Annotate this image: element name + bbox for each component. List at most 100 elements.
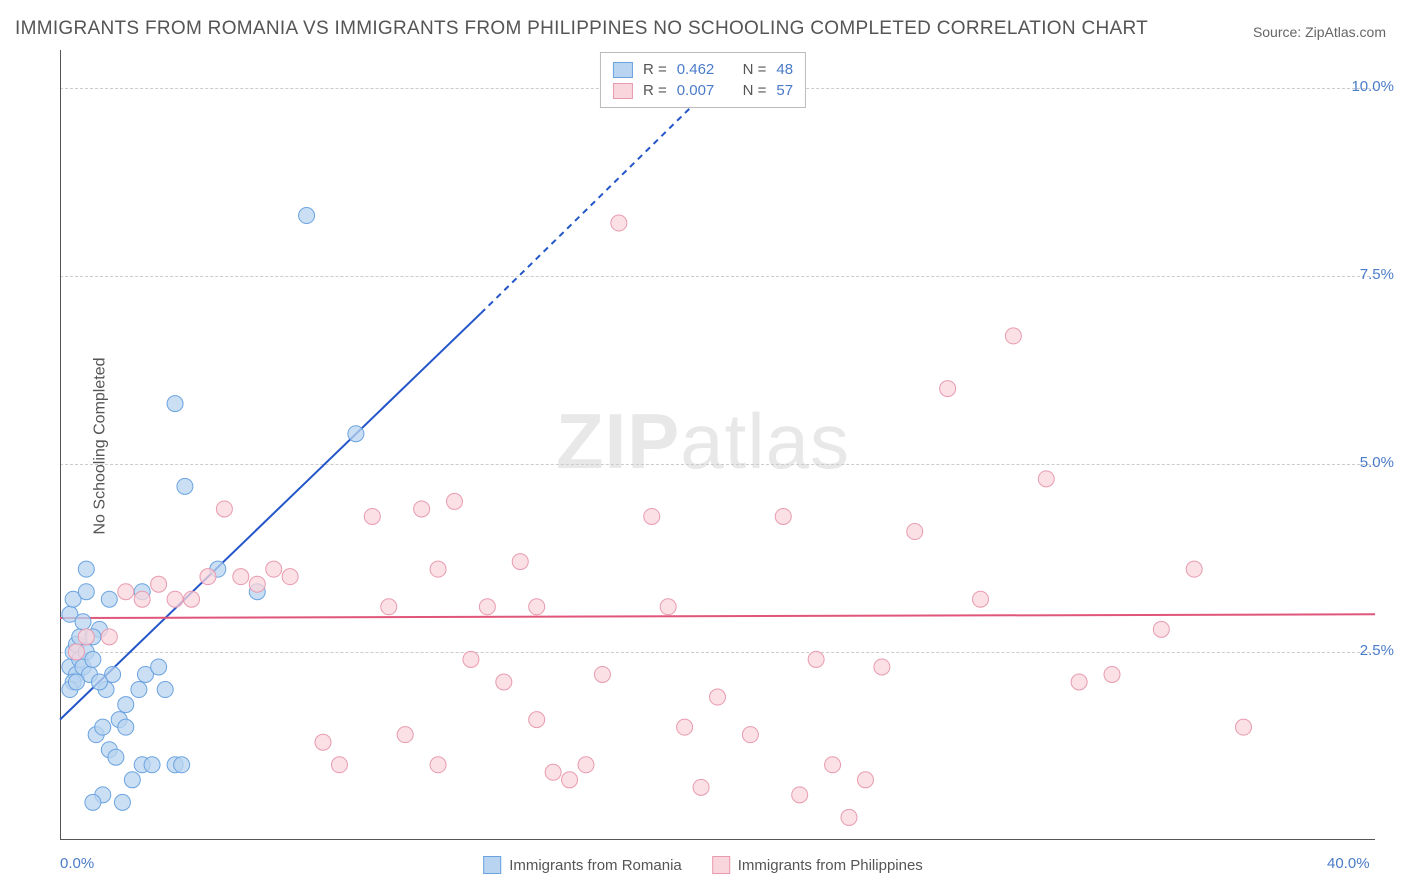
data-point-philippines — [857, 772, 873, 788]
data-point-philippines — [364, 508, 380, 524]
data-point-philippines — [331, 757, 347, 773]
data-point-romania — [131, 682, 147, 698]
data-point-romania — [101, 591, 117, 607]
data-point-philippines — [266, 561, 282, 577]
data-point-philippines — [578, 757, 594, 773]
data-point-philippines — [710, 689, 726, 705]
data-point-philippines — [414, 501, 430, 517]
data-point-philippines — [167, 591, 183, 607]
data-point-philippines — [496, 674, 512, 690]
data-point-philippines — [282, 569, 298, 585]
legend-item-romania: Immigrants from Romania — [483, 856, 682, 874]
data-point-philippines — [381, 599, 397, 615]
data-point-philippines — [200, 569, 216, 585]
data-point-philippines — [134, 591, 150, 607]
data-point-philippines — [315, 734, 331, 750]
data-point-romania — [78, 584, 94, 600]
data-point-philippines — [644, 508, 660, 524]
stats-swatch-philippines — [613, 83, 633, 99]
data-point-romania — [78, 561, 94, 577]
data-point-romania — [95, 719, 111, 735]
data-point-philippines — [562, 772, 578, 788]
data-point-romania — [157, 682, 173, 698]
data-point-philippines — [841, 809, 857, 825]
stats-n-label: N = — [743, 61, 767, 78]
stats-swatch-romania — [613, 62, 633, 78]
data-point-romania — [114, 794, 130, 810]
data-point-romania — [124, 772, 140, 788]
data-point-philippines — [973, 591, 989, 607]
data-point-philippines — [1104, 666, 1120, 682]
data-point-romania — [299, 208, 315, 224]
data-point-philippines — [1153, 621, 1169, 637]
data-point-philippines — [184, 591, 200, 607]
data-point-philippines — [660, 599, 676, 615]
data-point-philippines — [430, 561, 446, 577]
data-point-philippines — [397, 727, 413, 743]
data-point-philippines — [742, 727, 758, 743]
data-point-philippines — [1071, 674, 1087, 690]
xtick-label: 40.0% — [1327, 855, 1370, 872]
trendline-philippines — [60, 614, 1375, 618]
scatter-plot-svg — [60, 50, 1375, 840]
data-point-philippines — [792, 787, 808, 803]
data-point-philippines — [233, 569, 249, 585]
xtick-label: 0.0% — [60, 855, 94, 872]
stats-row-romania: R = 0.462 N = 48 — [613, 59, 793, 80]
data-point-romania — [108, 749, 124, 765]
stats-r-label: R = — [643, 61, 667, 78]
stats-r-label: R = — [643, 82, 667, 99]
data-point-romania — [68, 674, 84, 690]
data-point-philippines — [1038, 471, 1054, 487]
data-point-philippines — [430, 757, 446, 773]
stats-r-value-romania: 0.462 — [677, 61, 715, 78]
legend-label-romania: Immigrants from Romania — [509, 857, 682, 874]
data-point-philippines — [512, 554, 528, 570]
data-point-romania — [118, 697, 134, 713]
legend-swatch-romania — [483, 856, 501, 874]
stats-n-label: N = — [743, 82, 767, 99]
data-point-romania — [144, 757, 160, 773]
data-point-philippines — [249, 576, 265, 592]
data-point-romania — [151, 659, 167, 675]
data-point-philippines — [677, 719, 693, 735]
stats-legend-box: R = 0.462 N = 48 R = 0.007 N = 57 — [600, 52, 806, 108]
data-point-romania — [85, 794, 101, 810]
data-point-philippines — [101, 629, 117, 645]
chart-title: IMMIGRANTS FROM ROMANIA VS IMMIGRANTS FR… — [15, 18, 1148, 40]
data-point-philippines — [151, 576, 167, 592]
data-point-philippines — [825, 757, 841, 773]
data-point-philippines — [68, 644, 84, 660]
stats-n-value-romania: 48 — [776, 61, 793, 78]
data-point-romania — [91, 674, 107, 690]
data-point-romania — [118, 719, 134, 735]
source-attribution: Source: ZipAtlas.com — [1253, 24, 1386, 40]
data-point-philippines — [529, 599, 545, 615]
data-point-philippines — [479, 599, 495, 615]
data-point-romania — [348, 426, 364, 442]
data-point-romania — [85, 651, 101, 667]
legend-bottom: Immigrants from Romania Immigrants from … — [483, 856, 923, 874]
data-point-philippines — [907, 524, 923, 540]
data-point-philippines — [940, 381, 956, 397]
stats-r-value-philippines: 0.007 — [677, 82, 715, 99]
data-point-philippines — [118, 584, 134, 600]
data-point-philippines — [1236, 719, 1252, 735]
data-point-philippines — [1005, 328, 1021, 344]
data-point-romania — [75, 614, 91, 630]
data-point-philippines — [611, 215, 627, 231]
data-point-philippines — [775, 508, 791, 524]
stats-n-value-philippines: 57 — [776, 82, 793, 99]
data-point-philippines — [693, 779, 709, 795]
legend-item-philippines: Immigrants from Philippines — [712, 856, 923, 874]
data-point-philippines — [1186, 561, 1202, 577]
data-point-romania — [167, 396, 183, 412]
legend-swatch-philippines — [712, 856, 730, 874]
data-point-romania — [177, 478, 193, 494]
data-point-philippines — [808, 651, 824, 667]
data-point-philippines — [463, 651, 479, 667]
data-point-romania — [174, 757, 190, 773]
data-point-philippines — [447, 493, 463, 509]
data-point-philippines — [594, 666, 610, 682]
data-point-philippines — [529, 712, 545, 728]
